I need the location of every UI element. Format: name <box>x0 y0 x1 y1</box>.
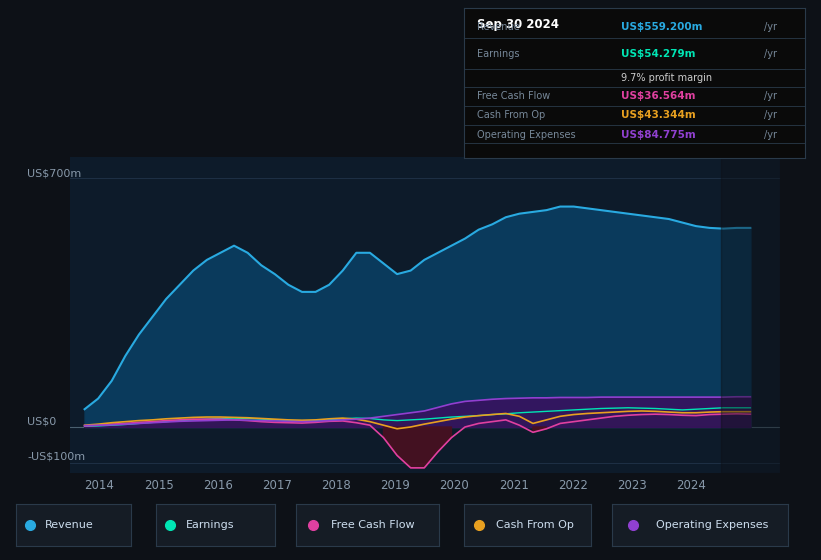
Text: Operating Expenses: Operating Expenses <box>478 130 576 139</box>
Text: 9.7% profit margin: 9.7% profit margin <box>621 73 712 83</box>
Text: US$36.564m: US$36.564m <box>621 91 695 101</box>
Text: Revenue: Revenue <box>45 520 94 530</box>
Text: Cash From Op: Cash From Op <box>496 520 574 530</box>
Text: Free Cash Flow: Free Cash Flow <box>478 91 551 101</box>
Text: /yr: /yr <box>764 22 777 31</box>
Text: /yr: /yr <box>764 49 777 59</box>
Text: US$84.775m: US$84.775m <box>621 130 695 139</box>
Text: US$700m: US$700m <box>27 168 81 178</box>
Text: -US$100m: -US$100m <box>27 452 85 462</box>
Bar <box>721 157 780 473</box>
Text: US$559.200m: US$559.200m <box>621 22 702 31</box>
Text: US$0: US$0 <box>27 416 57 426</box>
Text: /yr: /yr <box>764 91 777 101</box>
Text: US$54.279m: US$54.279m <box>621 49 695 59</box>
Text: Operating Expenses: Operating Expenses <box>656 520 768 530</box>
Text: /yr: /yr <box>764 130 777 139</box>
Text: Cash From Op: Cash From Op <box>478 110 546 120</box>
Text: Sep 30 2024: Sep 30 2024 <box>478 18 559 31</box>
Text: US$43.344m: US$43.344m <box>621 110 695 120</box>
Text: Earnings: Earnings <box>478 49 520 59</box>
Text: Revenue: Revenue <box>478 22 521 31</box>
Text: Free Cash Flow: Free Cash Flow <box>332 520 415 530</box>
Text: /yr: /yr <box>764 110 777 120</box>
Text: Earnings: Earnings <box>186 520 234 530</box>
